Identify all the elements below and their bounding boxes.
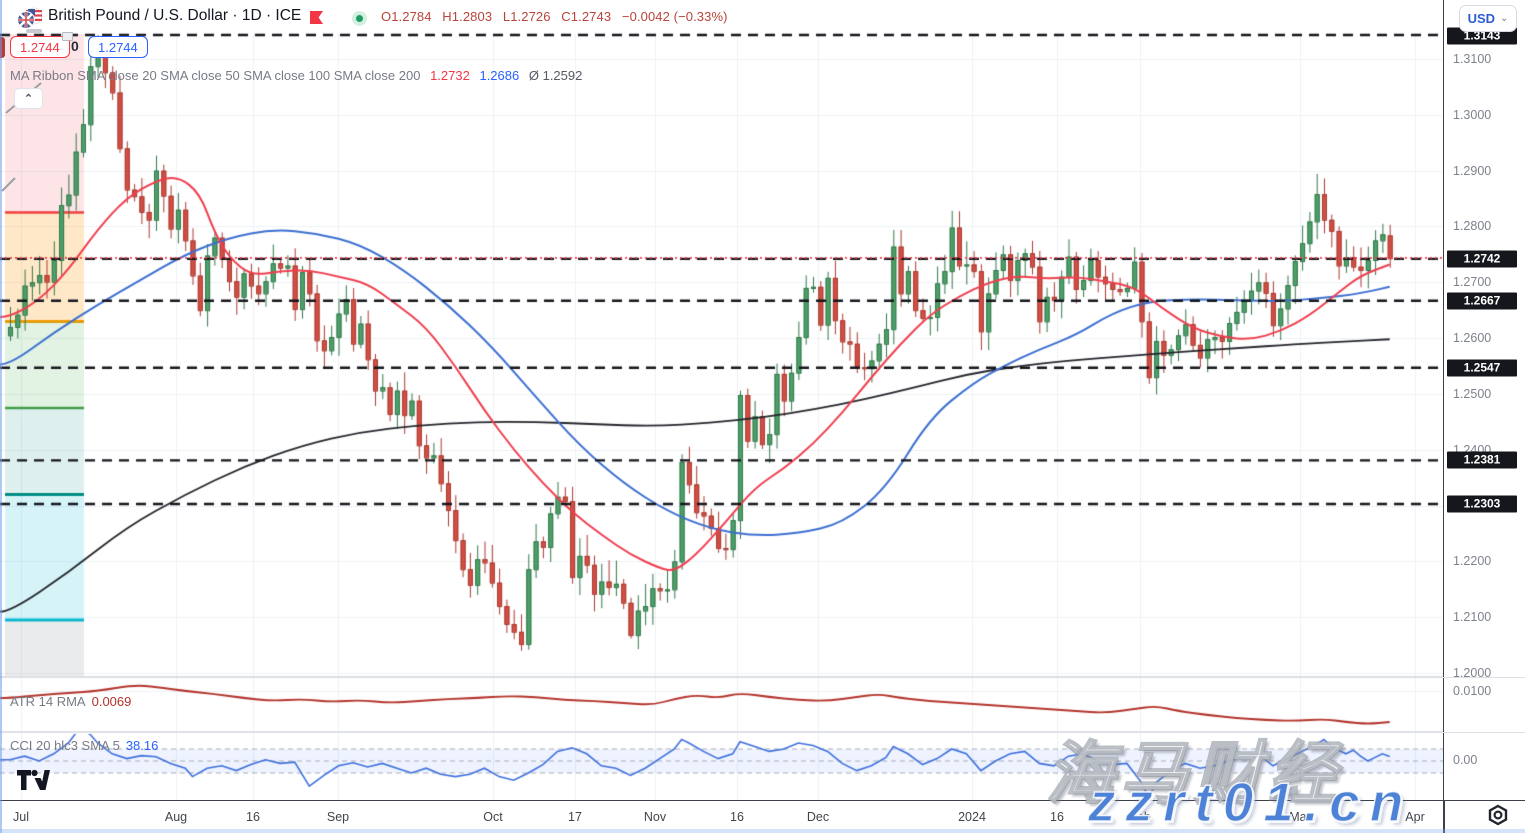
price-tick-label: 1.3000 [1453,107,1492,122]
price-tick-label: 1.2200 [1453,554,1492,569]
ohlc-change: −0.0042 (−0.33%) [621,9,728,24]
time-tick-label: 2024 [958,810,986,824]
pane-tick-label: 0.00 [1453,753,1478,767]
gear-icon[interactable] [1484,803,1512,831]
time-tick-label: 17 [568,810,582,824]
price-tick-label: 1.2900 [1453,163,1492,178]
tradingview-logo[interactable] [16,768,50,792]
ma-ribbon-legend[interactable]: MA Ribbon SMA close 20 SMA close 50 SMA … [10,68,588,83]
price-tick-label: 1.2600 [1453,331,1492,346]
chevron-down-icon: ⌄ [1500,13,1509,24]
time-tick-label: Oct [483,810,503,824]
ma100-value: 1.2686 [479,68,520,83]
time-tick-label: Apr [1405,810,1425,824]
time-tick-label: 16 [730,810,744,824]
price-level-tag: 1.2381 [1447,451,1517,469]
pane-divider[interactable] [1443,732,1525,733]
ohlc-values: O1.2784 H1.2803 L1.2726 C1.2743 −0.0042 … [381,9,735,24]
time-tick-label: Jul [13,810,29,824]
price-level-tag: 1.2303 [1447,495,1517,513]
ma20-value: 1.2732 [430,68,470,83]
time-axis[interactable]: Jul Aug 16 Sep Oct 17 Nov 16 Dec 2024 16 Feb Mar Apr [0,800,1525,833]
time-tick-label: Mar [1289,810,1311,824]
price-chart-canvas[interactable] [0,0,1443,800]
chart-header: British Pound / U.S. Dollar · 1D · ICE O… [0,0,1443,32]
ohlc-close: C1.2743 [561,9,612,24]
ohlc-high: H1.2803 [442,9,493,24]
price-level-tag: 1.2667 [1447,292,1517,310]
price-tick-label: 1.2000 [1453,666,1492,681]
url-watermark: zzrt01.cn [1087,770,1414,833]
time-tick-label: Nov [643,810,667,824]
window-edge-highlight [0,829,1525,833]
price-tick-label: 1.3100 [1453,52,1492,66]
currency-dropdown-label: USD [1467,11,1496,26]
time-tick-label: Dec [806,810,830,824]
chevron-up-icon: ⌃ [23,93,34,105]
cci-label: CCI 20 hlc3 SMA 5 [10,738,120,753]
atr-value: 0.0069 [91,694,132,709]
ohlc-low: L1.2726 [502,9,551,24]
trendline-stubs [1,82,42,192]
price-level-tag: 1.2547 [1447,359,1517,377]
time-tick-label: 16 [1050,810,1064,824]
atr-label: ATR 14 RMA [10,694,86,709]
ma-ribbon-label: MA Ribbon SMA close 20 SMA close 50 SMA … [10,68,421,83]
price-alert-box-red[interactable]: 1.2744 [10,36,70,58]
price-tick-label: 1.2700 [1453,275,1492,290]
axis-corner-divider [1443,800,1445,833]
left-edge-price-label [0,37,5,58]
ohlc-open: O1.2784 [381,9,432,24]
price-level-tag: 1.2742 [1447,250,1517,268]
pane-tick-label: 0.0100 [1453,684,1492,698]
time-tick-label: Aug [164,810,188,824]
currency-dropdown[interactable]: USD ⌄ [1459,5,1517,32]
price-tick-label: 1.2500 [1453,386,1492,401]
time-tick-label: Sep [326,810,350,824]
cci-legend[interactable]: CCI 20 hlc3 SMA 5 38.16 [10,738,158,753]
cci-value: 38.16 [125,738,159,753]
symbol-title[interactable]: British Pound / U.S. Dollar · 1D · ICE [48,7,302,24]
market-status-icon[interactable] [352,11,367,26]
ma-average-value: Ø 1.2592 [528,68,583,83]
alert-counter: 0 [71,38,79,54]
time-tick-label: Feb [1129,810,1151,824]
pane-divider[interactable] [1443,677,1525,678]
collapse-legend-button[interactable]: ⌃ [14,88,43,109]
price-tick-label: 1.2800 [1453,219,1492,234]
gbpusd-flags-icon [17,7,43,29]
time-tick-label: 16 [246,810,260,824]
price-axis[interactable]: 1.3100 1.3000 1.2900 1.2800 1.2700 1.2600 1.25… [1443,0,1525,800]
atr-legend[interactable]: ATR 14 RMA 0.0069 [10,694,131,709]
price-alert-box-blue[interactable]: 1.2744 [88,36,148,58]
alert-flag-icon[interactable] [310,11,324,24]
price-tick-label: 1.2100 [1453,610,1492,625]
brand-watermark: 海马财经 [1045,735,1343,813]
drawing-drag-handle[interactable] [26,29,42,33]
mini-flag-icon [62,32,73,41]
